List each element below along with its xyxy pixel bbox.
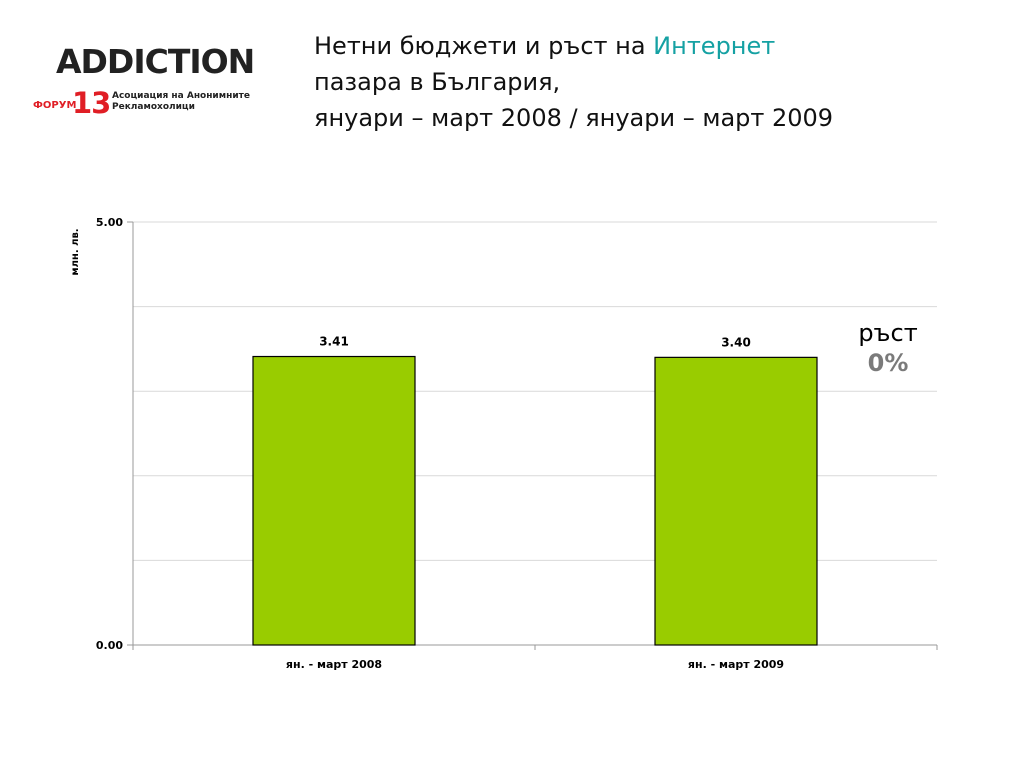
growth-value: 0% — [867, 349, 909, 377]
y-axis-label: млн. лв. — [70, 228, 81, 275]
bar-value-label: 3.40 — [721, 335, 751, 349]
x-category-label: ян. - март 2008 — [286, 658, 382, 671]
addiction-logo: ADDICTION ФОРУМ 13 Асоциация на Анонимни… — [30, 36, 260, 122]
logo-brand-word: ADDICTION — [56, 42, 255, 81]
bar-value-label: 3.41 — [319, 335, 349, 349]
logo-tagline: Асоциация на Анонимните Рекламохолици — [112, 91, 250, 113]
growth-label: ръст — [858, 319, 918, 347]
logo-forum-number: 13 — [72, 86, 111, 120]
title-line1-part1: Нетни бюджети и ръст на — [314, 32, 646, 60]
title-line3: януари – март 2008 / януари – март 2009 — [314, 104, 834, 132]
bar — [654, 356, 818, 646]
logo-tagline-line1: Асоциация на Анонимните — [112, 91, 250, 101]
slide-title: Нетни бюджети и ръст на Интернет пазара … — [314, 28, 1004, 136]
bar — [252, 355, 416, 646]
logo-tagline-line2: Рекламохолици — [112, 102, 195, 112]
title-highlight-internet: Интернет — [653, 32, 776, 60]
y-tick-label: 0.00 — [96, 639, 123, 652]
x-category-label: ян. - март 2009 — [688, 658, 784, 671]
growth-annotation: ръст 0% — [848, 318, 928, 378]
logo-forum-label: ФОРУМ — [33, 100, 77, 111]
title-line2: пазара в България, — [314, 68, 561, 96]
y-tick-label: 5.00 — [96, 216, 123, 229]
